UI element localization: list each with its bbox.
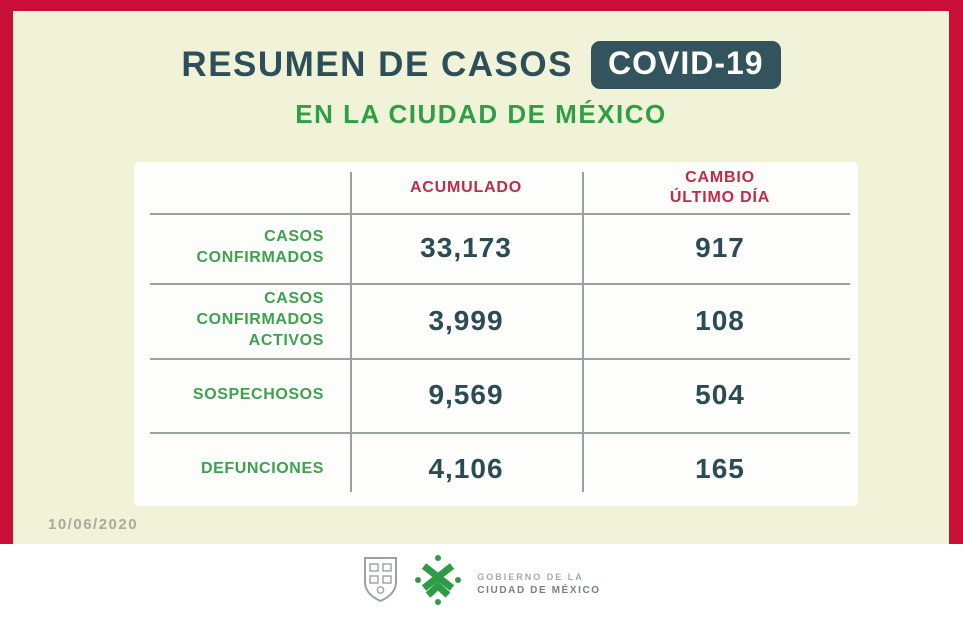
table-row-label: DEFUNCIONES [200,459,324,477]
mexico-city-coat-of-arms-icon [362,556,399,609]
table-header-acumulado: ACUMULADO [409,178,523,196]
table-column-divider [582,172,584,492]
framed-panel: RESUMEN DE CASOS COVID-19 EN LA CIUDAD D… [0,0,963,544]
table-cell-acumulado: 9,569 [428,379,504,410]
table-header-empty [134,162,350,213]
table-row-label: CASOS CONFIRMADOS ACTIVOS [196,290,324,349]
table-header-cambio: CAMBIO ÚLTIMO DÍA [669,168,771,206]
page-subtitle: EN LA CIUDAD DE MÉXICO [295,99,667,129]
title-row: RESUMEN DE CASOS COVID-19 [13,41,949,89]
table-cell-cambio: 165 [695,453,745,484]
table-row-divider [150,213,850,215]
footer: GOBIERNO DE LA CIUDAD DE MÉXICO [0,544,963,620]
table-column-divider [350,172,352,492]
table-row-label: CASOS CONFIRMADOS [196,228,324,266]
table-row-divider [150,358,850,360]
table-cell-cambio: 917 [695,232,745,263]
table-cell-acumulado: 33,173 [420,232,512,263]
cdmx-logo-icon [414,553,462,612]
table-row-label: SOSPECHOSOS [192,385,324,403]
table-cell-acumulado: 4,106 [428,453,504,484]
table-cell-cambio: 504 [695,379,745,410]
table-row-divider [150,283,850,285]
table-cell-cambio: 108 [695,304,745,336]
covid19-badge: COVID-19 [590,41,781,89]
table-cell-acumulado: 3,999 [428,304,504,336]
table-row-divider [150,432,850,434]
cases-table: ACUMULADO CAMBIO ÚLTIMO DÍA CASOS CONFIR… [134,162,858,506]
report-date: 10/06/2020 [48,516,139,533]
cases-table-card: ACUMULADO CAMBIO ÚLTIMO DÍA CASOS CONFIR… [134,162,858,506]
government-wordmark: GOBIERNO DE LA CIUDAD DE MÉXICO [477,572,601,596]
page-title: RESUMEN DE CASOS [181,45,573,84]
